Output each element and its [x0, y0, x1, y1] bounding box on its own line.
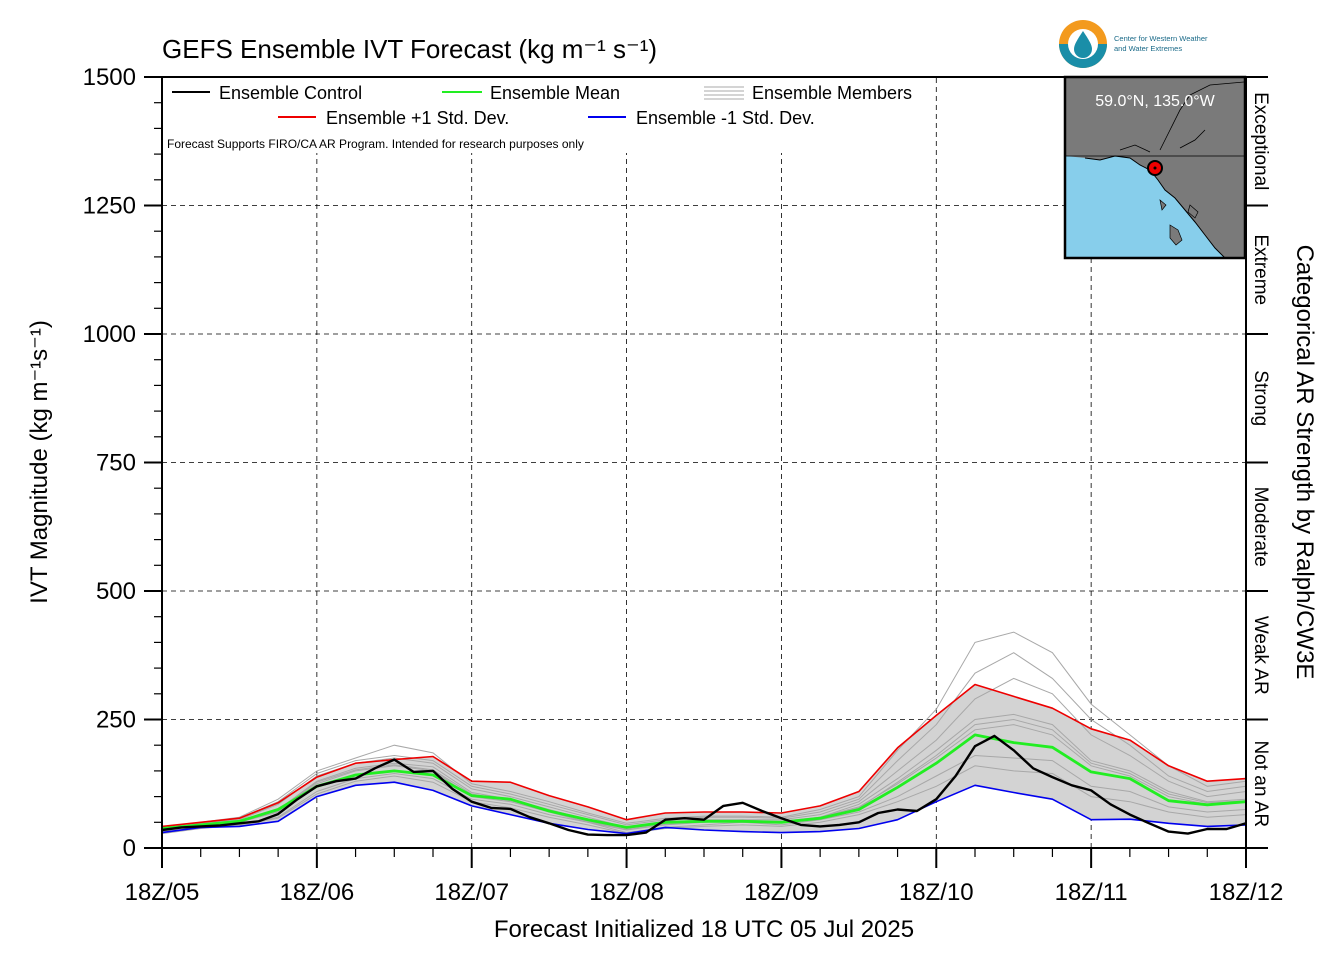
logo-text-line-1: Center for Western Weather [1114, 34, 1208, 43]
logo-text-line-2: and Water Extremes [1114, 44, 1182, 53]
y-tick-label: 1250 [83, 193, 136, 220]
cw3e-logo: Center for Western Weather and Water Ext… [1059, 20, 1208, 68]
category-label: Moderate [1250, 487, 1271, 567]
inset-location-label: 59.0°N, 135.0°W [1095, 93, 1215, 110]
x-axis-label: Forecast Initialized 18 UTC 05 Jul 2025 [494, 916, 914, 943]
x-tick-label: 18Z/08 [589, 879, 664, 906]
y-tick-label: 750 [96, 450, 136, 477]
legend-label-control: Ensemble Control [219, 83, 362, 103]
y-axis-label: IVT Magnitude (kg m⁻¹s⁻¹) [26, 320, 53, 604]
x-tick-label: 18Z/09 [744, 879, 819, 906]
y-tick-label: 500 [96, 578, 136, 605]
location-marker-center [1153, 166, 1157, 170]
category-label: Extreme [1250, 234, 1271, 305]
borders [1066, 81, 1244, 157]
right-axis-label: Categorical AR Strength by Ralph/CW3E [1291, 245, 1318, 680]
series-lines [162, 683, 1246, 837]
legend-label-mean: Ensemble Mean [490, 83, 620, 103]
legend-label-minus-std: Ensemble -1 Std. Dev. [636, 108, 815, 128]
x-tick-label: 18Z/10 [899, 879, 974, 906]
islands [1159, 199, 1199, 246]
plus-std-line [162, 683, 1246, 828]
category-label: Not an AR [1250, 740, 1271, 827]
ensemble-member-line [162, 652, 1246, 829]
y-tick-label: 0 [123, 835, 136, 862]
y-axis: 0 250 500 750 1000 1250 1500 [83, 64, 162, 862]
x-axis: 18Z/05 18Z/06 18Z/07 18Z/08 18Z/09 18Z/10 18Z/… [125, 848, 1284, 906]
chart-title: GEFS Ensemble IVT Forecast (kg m⁻¹ s⁻¹) [162, 34, 657, 64]
legend: Ensemble Control Ensemble Mean Ensemble … [167, 83, 912, 151]
category-label: Strong [1250, 370, 1271, 426]
category-axis: Not an AR Weak AR Moderate Strong Extreme Exc… [1246, 76, 1271, 849]
control-line [162, 734, 1246, 837]
x-tick-label: 18Z/11 [1055, 879, 1128, 906]
x-tick-label: 18Z/07 [434, 879, 509, 906]
mean-line [162, 733, 1246, 830]
minus-std-line [162, 781, 1246, 835]
std-dev-band [162, 684, 1246, 834]
y-tick-label: 250 [96, 707, 136, 734]
ensemble-member-line [162, 765, 1246, 835]
location-inset-map: 59.0°N, 135.0°W [1063, 75, 1247, 260]
coastline [1084, 155, 1226, 258]
category-label: Weak AR [1250, 616, 1271, 695]
legend-label-members: Ensemble Members [752, 83, 912, 103]
legend-swatch-members [704, 86, 744, 100]
legend-label-plus-std: Ensemble +1 Std. Dev. [326, 108, 509, 128]
x-tick-label: 18Z/06 [279, 879, 354, 906]
ocean [1066, 156, 1225, 258]
x-tick-label: 18Z/05 [125, 879, 200, 906]
land-mass [1150, 150, 1244, 258]
category-label: Exceptional [1250, 92, 1271, 190]
y-tick-label: 1000 [83, 321, 136, 348]
ensemble-member-line [162, 631, 1246, 828]
ensemble-member-line [162, 754, 1246, 834]
x-tick-label: 18Z/12 [1209, 879, 1284, 906]
y-tick-label: 1500 [83, 64, 136, 91]
disclaimer: Forecast Supports FIRO/CA AR Program. In… [167, 137, 584, 151]
